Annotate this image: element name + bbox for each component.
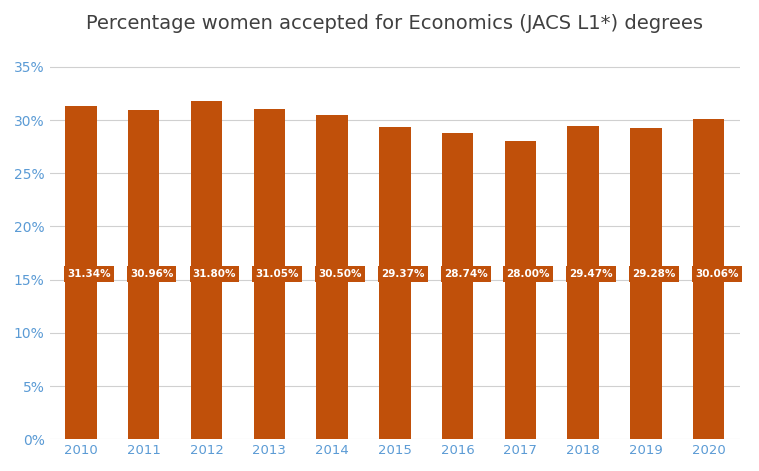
Bar bbox=[128, 110, 159, 439]
Bar bbox=[317, 115, 348, 439]
Bar bbox=[65, 106, 96, 439]
Bar bbox=[254, 109, 285, 439]
Bar bbox=[693, 120, 724, 439]
Text: 30.96%: 30.96% bbox=[130, 269, 173, 279]
Bar bbox=[191, 101, 222, 439]
Bar bbox=[505, 141, 536, 439]
Text: 31.80%: 31.80% bbox=[193, 269, 236, 279]
Text: 29.28%: 29.28% bbox=[632, 269, 676, 279]
Bar bbox=[379, 127, 411, 439]
Text: 31.34%: 31.34% bbox=[67, 269, 111, 279]
Text: 29.47%: 29.47% bbox=[569, 269, 613, 279]
Bar bbox=[442, 133, 474, 439]
Bar bbox=[630, 128, 662, 439]
Text: 30.06%: 30.06% bbox=[695, 269, 739, 279]
Title: Percentage women accepted for Economics (JACS L1*) degrees: Percentage women accepted for Economics … bbox=[87, 14, 704, 33]
Text: 28.74%: 28.74% bbox=[444, 269, 487, 279]
Text: 30.50%: 30.50% bbox=[318, 269, 362, 279]
Text: 31.05%: 31.05% bbox=[256, 269, 299, 279]
Bar bbox=[568, 126, 599, 439]
Text: 28.00%: 28.00% bbox=[506, 269, 550, 279]
Text: 29.37%: 29.37% bbox=[381, 269, 424, 279]
